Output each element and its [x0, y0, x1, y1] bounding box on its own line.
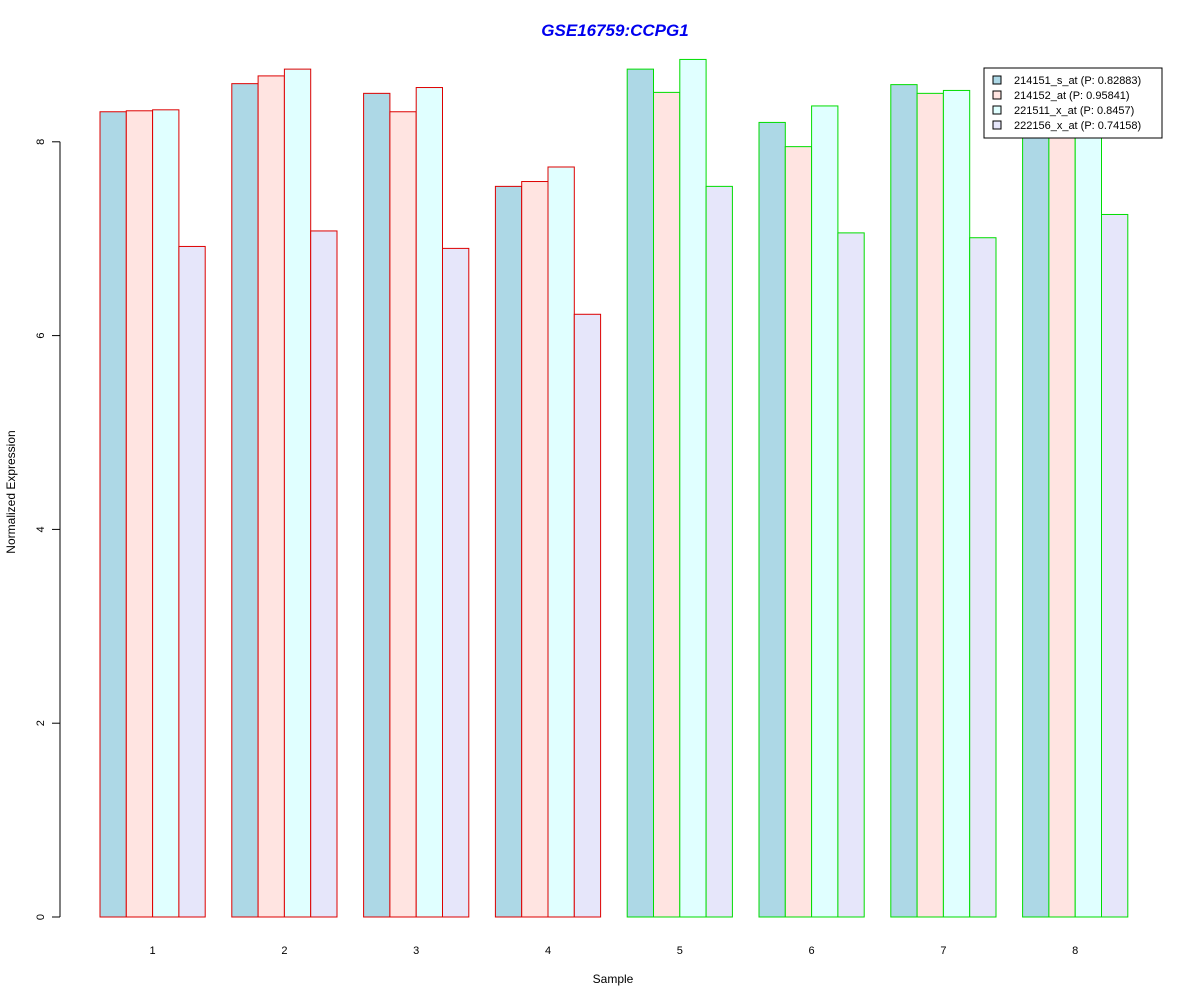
legend-swatch — [992, 105, 1002, 115]
bar — [1074, 112, 1102, 918]
bar — [811, 105, 839, 918]
bar — [758, 121, 786, 918]
legend-label: 221511_x_at (P: 0.8457) — [1014, 105, 1134, 117]
legend-label: 214152_at (P: 0.95841) — [1014, 90, 1130, 102]
legend-label: 214151_s_at (P: 0.82883) — [1014, 75, 1141, 87]
bar — [573, 313, 602, 918]
bar — [389, 111, 417, 918]
bar — [547, 166, 575, 918]
y-axis: 0 2 4 6 8 — [35, 139, 61, 920]
y-tick-label: 8 — [35, 139, 47, 145]
bar — [178, 245, 206, 918]
legend-box — [983, 67, 1163, 139]
bar — [442, 247, 470, 918]
bar — [1022, 112, 1050, 918]
x-tick-label: 7 — [940, 945, 946, 957]
legend-swatch — [992, 120, 1002, 130]
bar — [1101, 213, 1129, 918]
x-tick-label: 3 — [413, 945, 419, 957]
x-tick-label: 8 — [1072, 945, 1078, 957]
bar — [837, 232, 865, 918]
x-tick-label: 1 — [150, 945, 156, 957]
bar — [626, 68, 655, 918]
x-axis-label: Sample — [593, 972, 634, 986]
y-tick-label: 6 — [35, 333, 47, 339]
chart-title: GSE16759:CCPG1 — [541, 21, 688, 40]
bar — [125, 110, 154, 918]
bar — [494, 185, 523, 918]
bar — [705, 185, 733, 918]
x-tick-label: 2 — [281, 945, 287, 957]
bar — [916, 92, 944, 918]
bar — [152, 109, 180, 918]
legend-swatch — [992, 90, 1002, 100]
x-axis-tick-labels: 1 2 3 4 5 6 7 8 — [150, 945, 1079, 957]
y-tick-label: 2 — [35, 720, 47, 726]
x-tick-label: 5 — [677, 945, 683, 957]
y-tick-label: 0 — [35, 914, 47, 920]
bars — [99, 58, 1129, 918]
bar — [363, 92, 391, 918]
legend-swatch — [992, 75, 1002, 85]
bar — [231, 83, 259, 918]
legend: 214151_s_at (P: 0.82883) 214152_at (P: 0.… — [983, 67, 1163, 139]
bar — [679, 58, 707, 918]
bar — [521, 181, 549, 918]
bar — [653, 91, 681, 918]
legend-label: 222156_x_at (P: 0.74158) — [1014, 120, 1141, 132]
bar — [784, 146, 813, 918]
bar — [257, 75, 285, 918]
bar — [1048, 112, 1076, 918]
bar — [283, 68, 312, 918]
x-tick-label: 4 — [545, 945, 551, 957]
y-axis-label: Normalized Expression — [4, 430, 18, 553]
y-tick-label: 4 — [35, 526, 47, 532]
bar — [415, 87, 444, 918]
bar — [890, 84, 918, 918]
bar — [942, 89, 971, 918]
bar — [969, 237, 997, 918]
bar — [99, 111, 127, 918]
x-tick-label: 6 — [809, 945, 815, 957]
bar — [310, 230, 338, 918]
